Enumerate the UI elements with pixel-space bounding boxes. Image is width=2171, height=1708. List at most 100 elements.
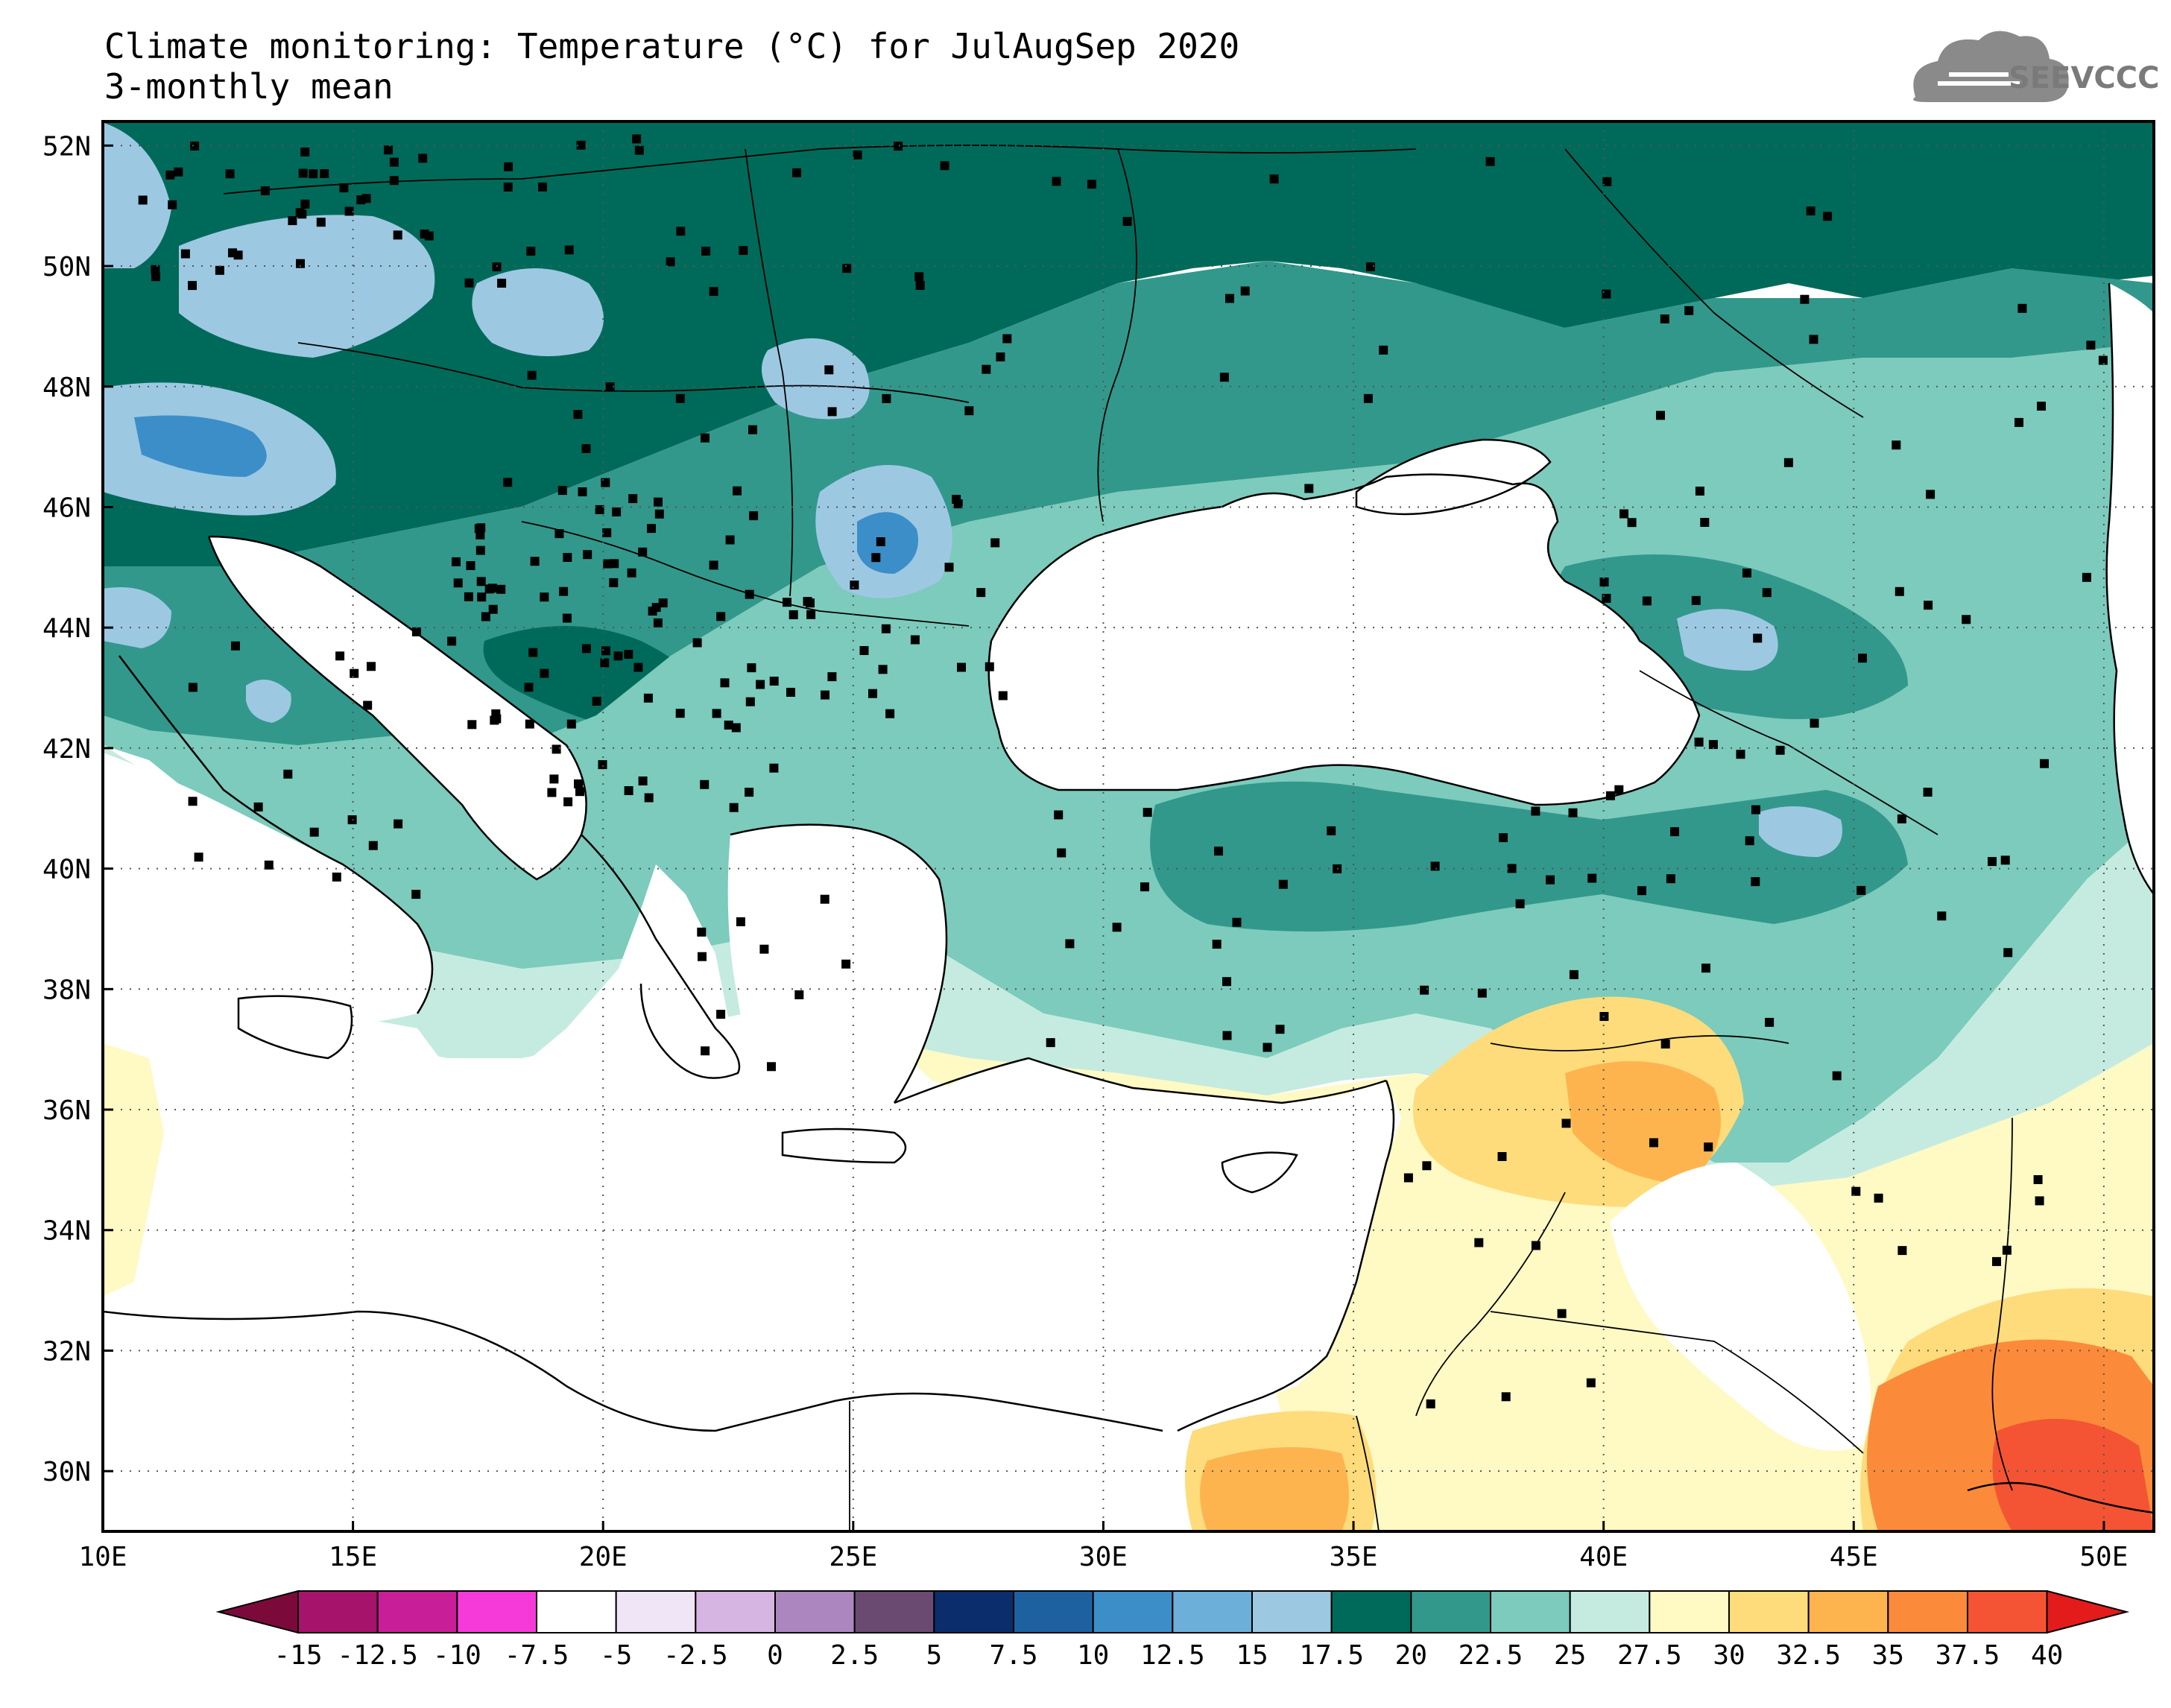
lon-tick-label: 25E [829,1542,877,1572]
mask-north-africa [103,1312,1178,1531]
coastline-crete [781,1127,907,1164]
station-marker [475,545,485,555]
station-marker [288,216,297,226]
logo-text: SEEVCCC [2009,61,2159,95]
station-marker [701,1046,710,1056]
station-marker [2082,572,2091,582]
station-marker [666,257,675,267]
station-marker [1143,808,1152,817]
station-marker [1660,1040,1670,1048]
station-marker [878,665,888,674]
station-marker [1586,1378,1596,1388]
station-marker [747,663,756,673]
station-marker [1800,294,1810,304]
station-marker [1422,1161,1432,1171]
station-marker [526,247,536,256]
station-marker [1327,826,1336,835]
station-marker [1430,861,1440,871]
colorbar-segment [933,1590,1015,1633]
colorbar-label: 12.5 [1140,1640,1205,1671]
station-marker [1587,873,1597,883]
station-marker [557,486,567,496]
station-marker [654,509,664,519]
station-marker [2014,417,2023,427]
station-marker [573,410,583,420]
colorbar-segment [376,1590,458,1633]
station-marker [528,648,538,657]
station-marker [1924,601,1933,610]
station-marker [320,169,329,178]
station-marker [1649,1138,1658,1148]
station-marker [1694,737,1704,747]
station-marker [1619,509,1628,519]
station-marker [605,382,615,392]
colorbar-label: 32.5 [1776,1640,1841,1671]
station-marker [759,944,769,954]
station-marker [1275,1025,1285,1034]
coastline-black-sea [987,473,1701,806]
colorbar-label: -10 [433,1640,481,1671]
station-marker [651,603,661,613]
station-marker [503,183,513,192]
station-marker [675,709,685,718]
station-marker [1602,289,1611,299]
station-marker [530,557,540,566]
station-marker [350,668,359,678]
colorbar-segment [1092,1590,1174,1633]
borders [223,145,2013,1531]
station-marker [1923,788,1933,797]
station-marker [389,176,399,186]
coastline-adriatic [207,535,587,881]
field-35-sinai [1200,1447,1349,1531]
colorbar-segment [1330,1590,1412,1633]
lon-tick-label: 20E [579,1542,628,1572]
field-cool-czech [179,215,435,358]
station-marker [464,592,473,601]
colorbar-segment [1410,1590,1492,1633]
station-marker [716,612,726,621]
station-marker [1832,1071,1842,1081]
station-marker [658,598,668,608]
station-marker [1736,750,1745,759]
lon-tick-label: 50E [2079,1542,2128,1572]
station-marker [910,635,920,645]
station-marker [477,592,487,602]
station-marker [552,744,561,754]
station-marker [1656,411,1665,420]
station-marker [574,779,583,788]
map-area [103,121,2154,1531]
station-marker [1501,1392,1511,1402]
coastline-north-africa [103,1310,1163,1432]
colorbar-label: 7.5 [989,1640,1037,1671]
station-marker [1002,334,1012,344]
station-marker [180,249,190,259]
station-marker [253,802,263,812]
station-marker [1745,836,1754,846]
coastline-italy-west [118,655,434,1014]
chart-title: Climate monitoring: Temperature (°C) for… [104,26,1239,66]
station-marker [194,853,203,862]
station-marker [1992,1256,2001,1266]
station-marker [601,646,610,656]
station-marker [1708,740,1718,750]
border-line-3 [745,148,794,597]
station-marker [1751,877,1760,887]
station-marker [309,169,318,179]
station-marker [592,697,601,706]
station-marker [188,797,197,806]
colorbar-segment [853,1590,935,1633]
station-marker [559,586,569,596]
station-marker [824,365,834,375]
station-marker [733,486,742,496]
station-marker [676,227,686,236]
station-marker [1701,964,1710,973]
station-marker [168,200,177,209]
station-marker [2086,341,2096,350]
station-marker [698,952,707,961]
temperature-field [103,121,2154,1531]
station-marker [562,613,572,623]
colorbar-segment [1013,1590,1094,1633]
colorbar-label: 25 [1554,1640,1586,1671]
field-cool-italy [246,680,291,723]
